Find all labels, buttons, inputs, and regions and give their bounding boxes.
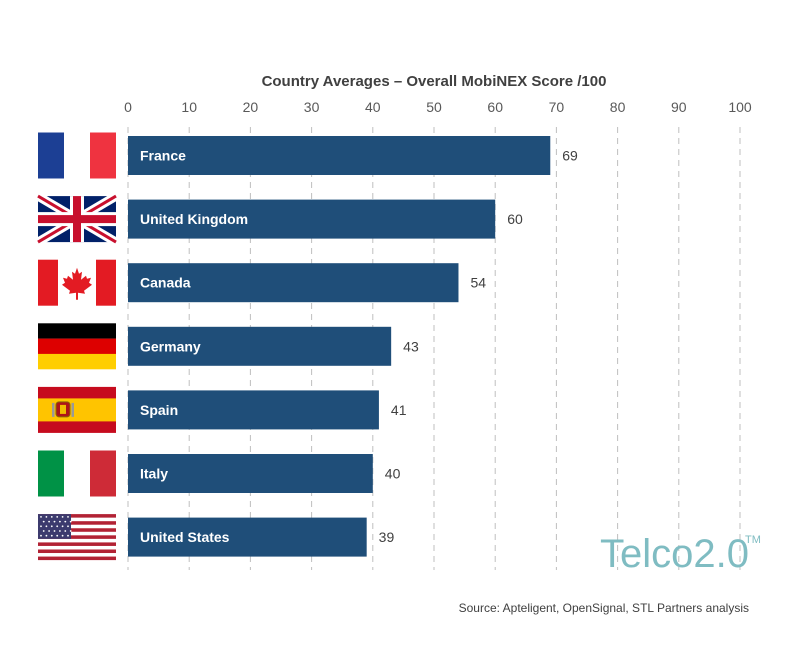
bar-label-united-states: United States: [140, 529, 230, 545]
logo-tm: TM: [745, 534, 761, 546]
tick-label-50: 50: [426, 99, 442, 115]
bar-france: [128, 136, 551, 175]
bar-label-united-kingdom: United Kingdom: [140, 211, 248, 227]
value-label-spain: 41: [391, 402, 407, 418]
bar-italy: [128, 454, 373, 493]
bar-label-canada: Canada: [140, 275, 191, 291]
tick-label-70: 70: [549, 99, 565, 115]
source-note: Source: Apteligent, OpenSignal, STL Part…: [459, 601, 749, 615]
value-label-canada: 54: [470, 275, 486, 291]
bar-label-spain: Spain: [140, 402, 178, 418]
bar-canada: [128, 263, 459, 303]
value-label-united-kingdom: 60: [507, 211, 523, 227]
tick-label-20: 20: [243, 99, 259, 115]
bar-spain: [128, 390, 379, 430]
value-label-italy: 40: [385, 466, 401, 482]
flags: [35, 132, 119, 561]
france-flag-icon: [38, 132, 116, 179]
telco-logo: Telco2.0 TM: [600, 532, 761, 576]
value-label-united-states: 39: [379, 529, 395, 545]
bar-united-states: [128, 517, 367, 557]
tick-label-10: 10: [181, 99, 197, 115]
bar-germany: [128, 326, 392, 366]
tick-label-100: 100: [728, 99, 752, 115]
uk-flag-icon: [35, 192, 119, 246]
tick-label-60: 60: [487, 99, 503, 115]
bars: France 69 United Kingdom 60 Canada 54 Germany 4…: [128, 136, 578, 557]
tick-label-80: 80: [610, 99, 626, 115]
usa-flag-icon: [38, 514, 116, 561]
x-axis-ticks: 0 10 20 30 40 50 60 70 80 90 100: [124, 99, 752, 115]
italy-flag-icon: [38, 450, 116, 497]
germany-flag-icon: [38, 323, 116, 370]
canada-flag-icon: [38, 259, 116, 306]
chart-title: Country Averages – Overall MobiNEX Score…: [262, 73, 607, 90]
bar-united-kingdom: [128, 199, 496, 239]
tick-label-90: 90: [671, 99, 687, 115]
bar-label-italy: Italy: [140, 466, 168, 482]
bar-label-france: France: [140, 148, 186, 164]
spain-flag-icon: [38, 386, 116, 433]
value-label-france: 69: [562, 148, 578, 164]
logo-text: Telco2.0: [600, 532, 749, 576]
bar-label-germany: Germany: [140, 338, 201, 354]
value-label-germany: 43: [403, 338, 419, 354]
tick-label-30: 30: [304, 99, 320, 115]
tick-label-40: 40: [365, 99, 381, 115]
tick-label-0: 0: [124, 99, 132, 115]
